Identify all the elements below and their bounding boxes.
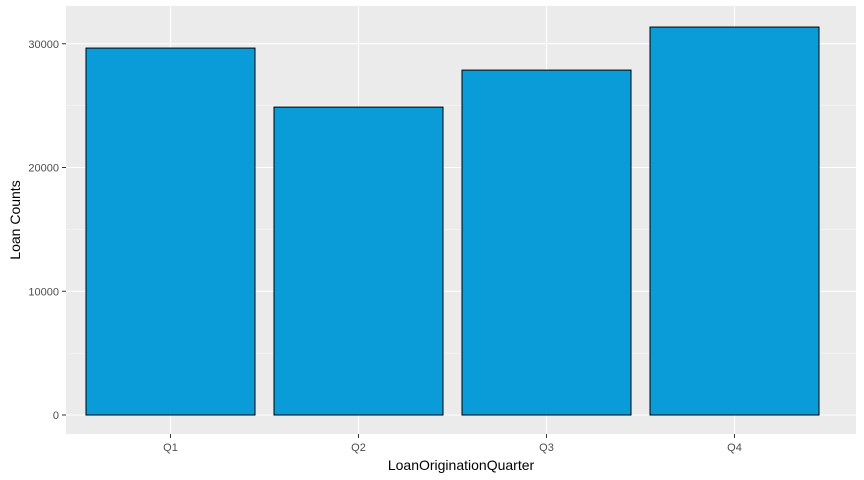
y-tick-label: 0 <box>53 410 59 422</box>
bars-group <box>85 26 820 416</box>
y-tick-label: 20000 <box>28 163 59 175</box>
x-axis: Q1 Q2 Q3 Q4 <box>163 434 742 454</box>
x-tick-label: Q2 <box>351 442 366 454</box>
bar-q4 <box>649 26 820 416</box>
x-tick-label: Q1 <box>163 442 178 454</box>
bar-q3 <box>461 69 632 416</box>
bar-q2 <box>273 106 444 416</box>
y-tick-label: 10000 <box>28 286 59 298</box>
y-axis-title: Loan Counts <box>7 180 23 259</box>
y-axis: 0 10000 20000 30000 <box>28 39 66 422</box>
y-tick-label: 30000 <box>28 39 59 51</box>
x-tick-label: Q4 <box>727 442 742 454</box>
x-tick-label: Q3 <box>539 442 554 454</box>
bar-q1 <box>85 47 256 416</box>
x-axis-title: LoanOriginationQuarter <box>388 457 535 473</box>
